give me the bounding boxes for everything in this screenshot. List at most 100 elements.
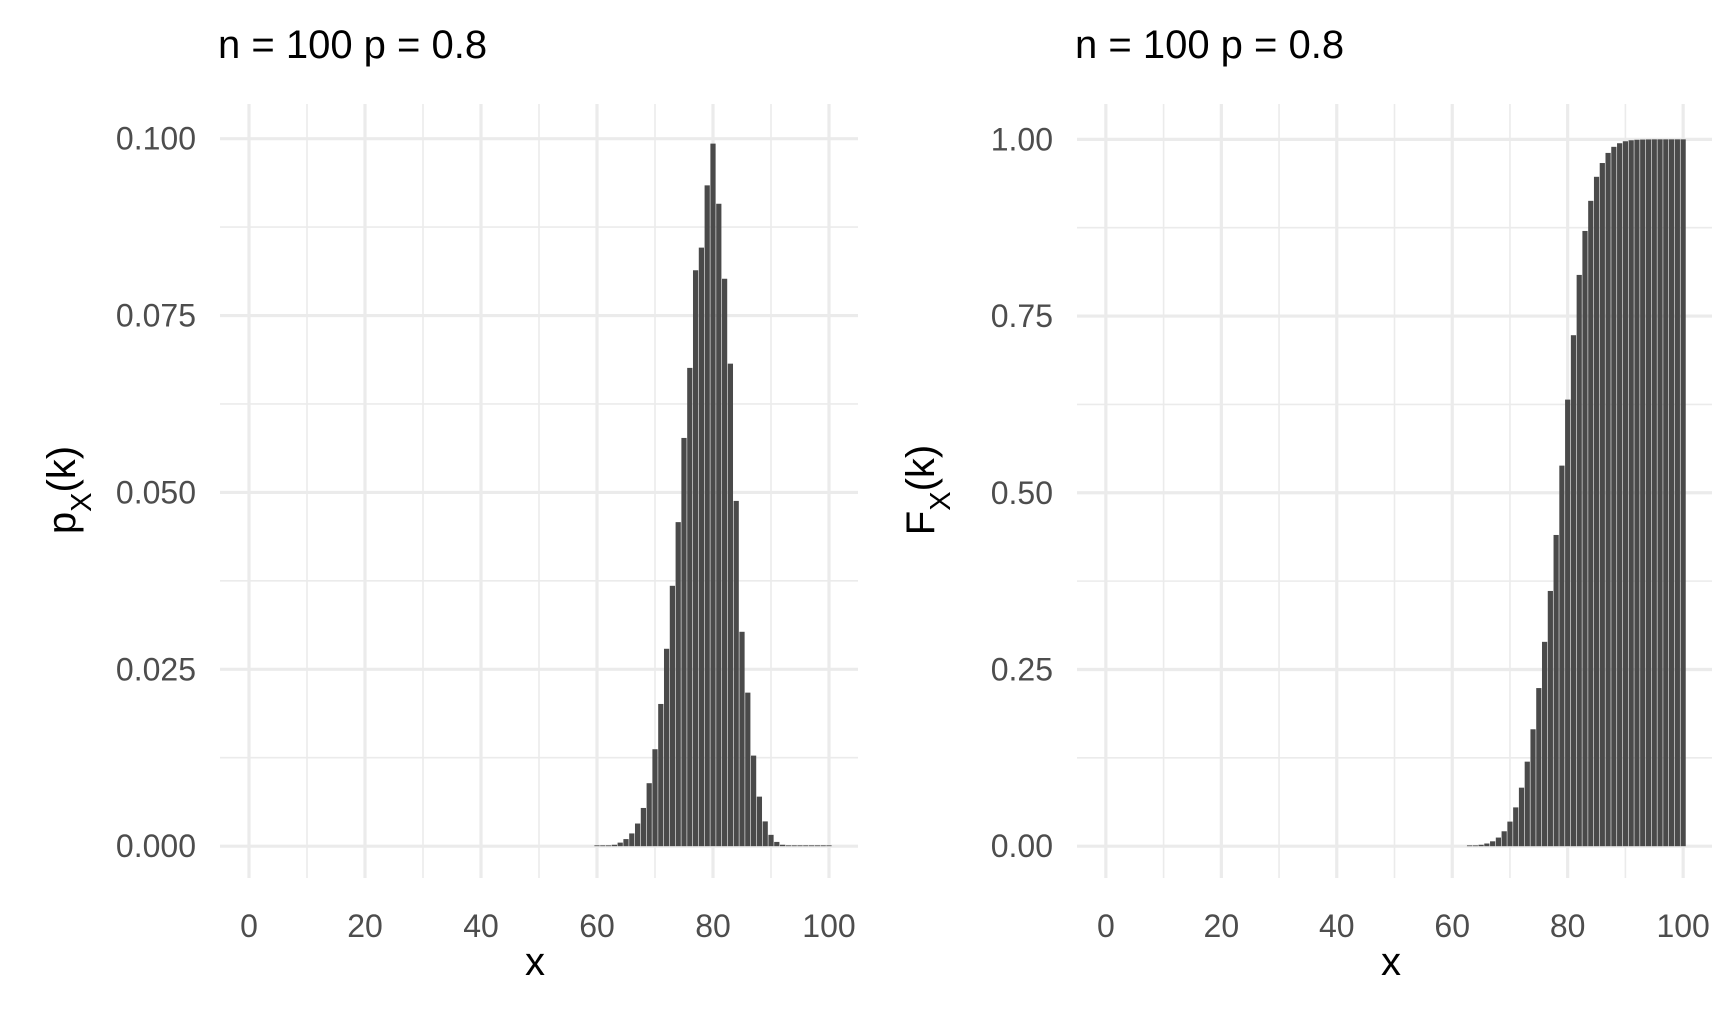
cdf-bar [1645, 139, 1652, 847]
pmf-y-tick-labels: 0.000 0.025 0.050 0.075 0.100 [116, 121, 196, 864]
pmf-bar [768, 834, 774, 847]
pmf-x-tick-label: 0 [240, 908, 258, 944]
cdf-bar [1518, 787, 1525, 847]
cdf-bar [1547, 590, 1553, 847]
pmf-y-tick-label: 0.000 [116, 828, 196, 864]
cdf-x-tick-labels: 0 20 40 60 80 100 [1097, 908, 1710, 944]
cdf-bar [1622, 141, 1629, 847]
cdf-bar [1680, 139, 1686, 847]
cdf-bar [1599, 163, 1605, 847]
pmf-y-axis-title-tail: (k) [40, 446, 84, 493]
cdf-bar [1513, 807, 1519, 847]
pmf-bar [739, 631, 745, 847]
pmf-y-tick-label: 0.100 [116, 121, 196, 157]
cdf-y-axis-title-main: F [899, 511, 943, 535]
pmf-bar [745, 692, 751, 847]
pmf-y-axis-title-sub: X [66, 493, 98, 512]
pmf-bar [629, 833, 635, 847]
pmf-y-axis-title: pX(k) [40, 446, 98, 534]
cdf-bar [1668, 139, 1675, 847]
cdf-minor-grid [1077, 104, 1712, 878]
pmf-bar [663, 648, 670, 847]
cdf-x-axis-title: x [1381, 940, 1401, 984]
cdf-bar [1495, 837, 1502, 847]
cdf-bar [1617, 143, 1623, 847]
cdf-y-tick-label: 1.00 [991, 121, 1053, 157]
pmf-title: n = 100 p = 0.8 [218, 23, 487, 67]
cdf-bar [1640, 139, 1646, 847]
cdf-bar [1651, 139, 1657, 847]
pmf-bar [704, 185, 710, 847]
pmf-bar [785, 845, 792, 847]
cdf-bar [1582, 230, 1588, 847]
cdf-bar [1674, 139, 1680, 847]
cdf-bar [1576, 274, 1582, 847]
pmf-x-tick-label: 100 [802, 908, 855, 944]
pmf-bars [594, 143, 832, 847]
cdf-x-tick-label: 40 [1319, 908, 1355, 944]
cdf-panel: n = 100 p = 0.8 0.00 0.25 0.50 0.75 1.00 0 20… [899, 23, 1712, 984]
pmf-bar [762, 821, 768, 847]
pmf-bar [733, 500, 739, 847]
cdf-bar [1541, 641, 1548, 847]
cdf-y-tick-label: 0.50 [991, 475, 1053, 511]
pmf-bar [605, 845, 612, 847]
cdf-x-tick-label: 20 [1204, 908, 1240, 944]
cdf-y-axis-title-sub: X [925, 491, 957, 510]
pmf-bar [594, 845, 600, 847]
cdf-bar [1611, 146, 1617, 847]
pmf-bar [756, 796, 763, 847]
cdf-bar [1663, 139, 1669, 847]
cdf-x-tick-label: 0 [1097, 908, 1115, 944]
cdf-bar [1559, 465, 1565, 847]
pmf-bar [669, 585, 676, 847]
pmf-y-tick-label: 0.025 [116, 651, 196, 687]
cdf-bar [1593, 176, 1600, 847]
pmf-x-axis-title: x [525, 940, 545, 984]
pmf-bar [791, 845, 797, 847]
cdf-bar [1472, 845, 1478, 847]
pmf-bar [779, 844, 786, 847]
cdf-y-tick-label: 0.75 [991, 298, 1053, 334]
pmf-bar [710, 143, 716, 847]
pmf-bar [808, 845, 815, 847]
cdf-x-tick-label: 80 [1550, 908, 1586, 944]
pmf-bar [797, 845, 803, 847]
pmf-bar [675, 522, 681, 847]
pmf-bar [727, 363, 734, 847]
cdf-x-tick-label: 100 [1656, 908, 1709, 944]
pmf-bar [692, 270, 699, 847]
pmf-bar [814, 845, 821, 847]
pmf-bar [803, 845, 809, 847]
pmf-bar [698, 247, 705, 847]
pmf-bar [750, 755, 757, 847]
pmf-bar [658, 703, 664, 847]
cdf-bar [1657, 139, 1663, 847]
pmf-bar [623, 839, 629, 847]
cdf-bar [1605, 152, 1611, 847]
pmf-bar [600, 845, 606, 847]
cdf-bar [1478, 844, 1484, 847]
cdf-bar [1628, 140, 1634, 847]
cdf-y-axis-title: FX(k) [899, 445, 957, 535]
cdf-bar [1588, 200, 1594, 847]
cdf-y-axis-title-tail: (k) [899, 445, 943, 492]
pmf-bar [640, 807, 647, 847]
cdf-x-tick-label: 60 [1434, 908, 1470, 944]
pmf-bar [716, 203, 722, 847]
cdf-bar [1484, 843, 1490, 847]
cdf-bar [1565, 399, 1571, 847]
cdf-bar [1634, 139, 1640, 847]
pmf-bar [774, 841, 780, 847]
pmf-bar [634, 823, 641, 847]
cdf-y-tick-label: 0.25 [991, 651, 1053, 687]
pmf-y-tick-label: 0.050 [116, 474, 196, 510]
pmf-y-axis-title-main: p [40, 512, 84, 534]
cdf-bar [1490, 841, 1496, 847]
cdf-bar [1530, 729, 1536, 847]
cdf-y-tick-labels: 0.00 0.25 0.50 0.75 1.00 [991, 121, 1053, 864]
pmf-bar [611, 844, 618, 847]
cdf-bars [1466, 139, 1686, 847]
